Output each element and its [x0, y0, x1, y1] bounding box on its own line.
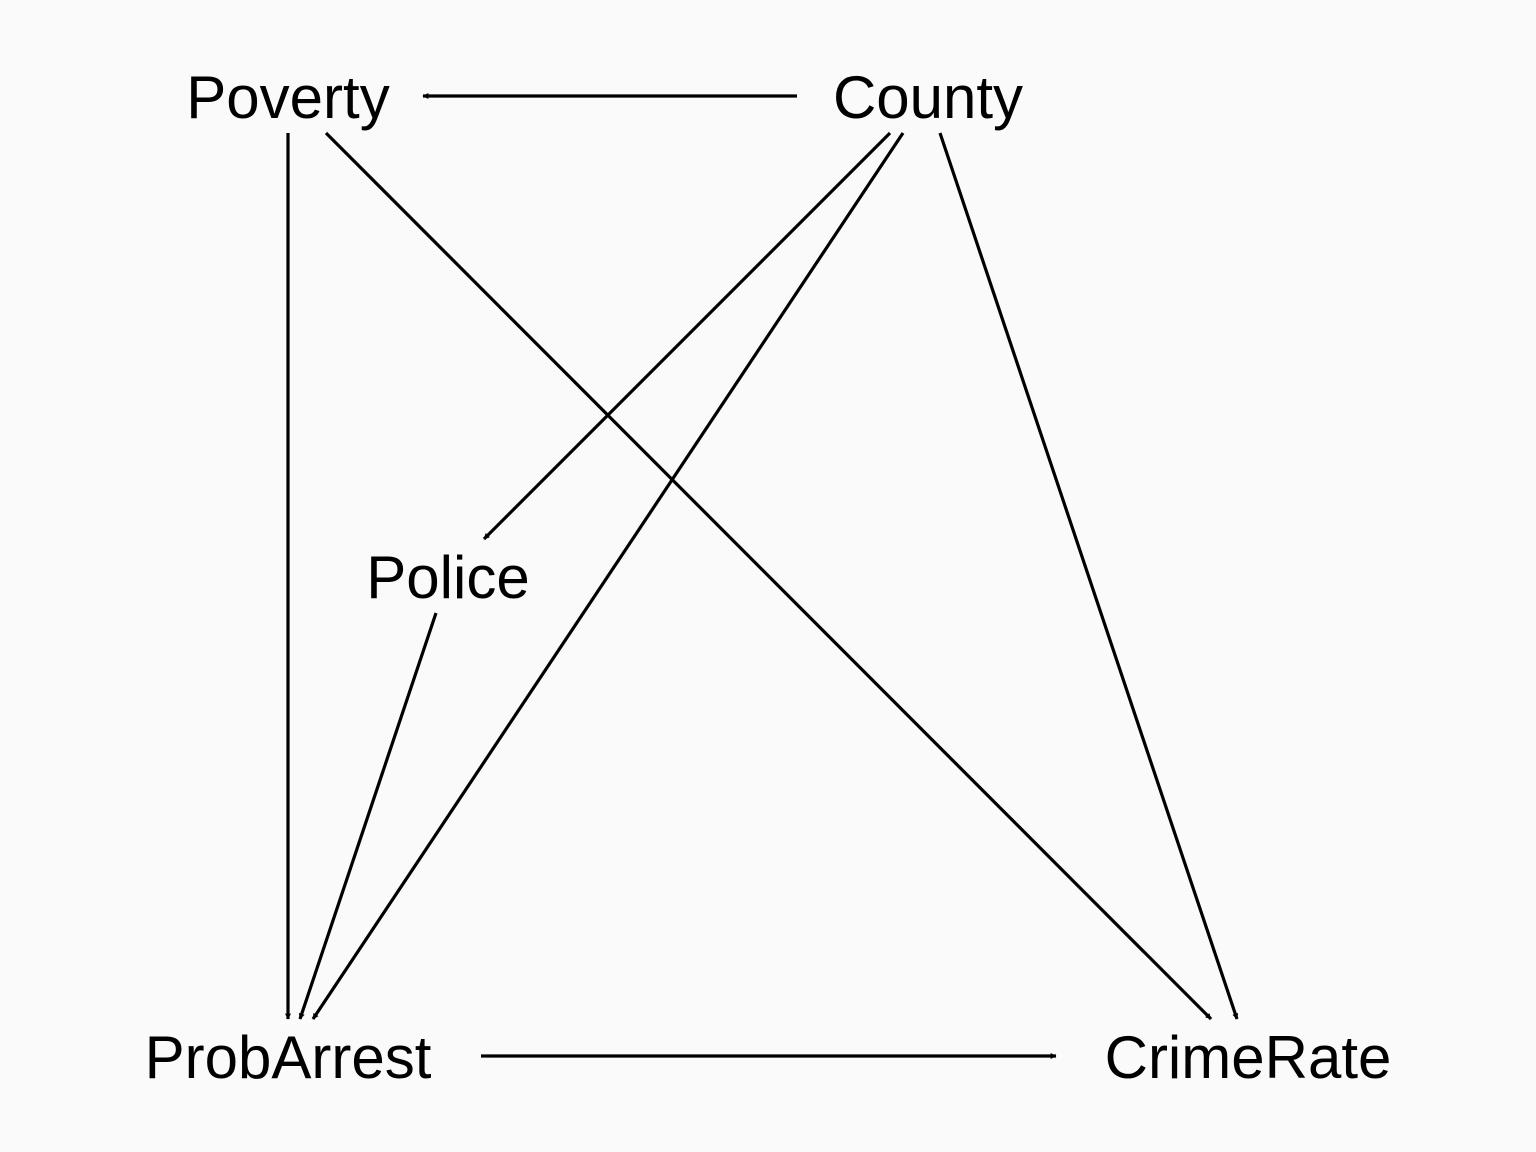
- nodes: Poverty County Police ProbArrest CrimeRa…: [145, 64, 1392, 1091]
- edge-police-to-probarrest: [298, 612, 438, 1020]
- edge-county-to-police: [482, 131, 892, 541]
- node-county: County: [833, 64, 1023, 131]
- edge-county-to-probarrest: [311, 132, 905, 1020]
- edge-county-to-crimerate: [938, 132, 1239, 1020]
- edges: [285, 93, 1239, 1059]
- node-poverty: Poverty: [186, 64, 389, 131]
- node-probarrest: ProbArrest: [145, 1024, 432, 1091]
- node-crimerate: CrimeRate: [1105, 1024, 1392, 1091]
- edge-poverty-to-crimerate: [324, 131, 1213, 1021]
- node-police: Police: [366, 544, 529, 611]
